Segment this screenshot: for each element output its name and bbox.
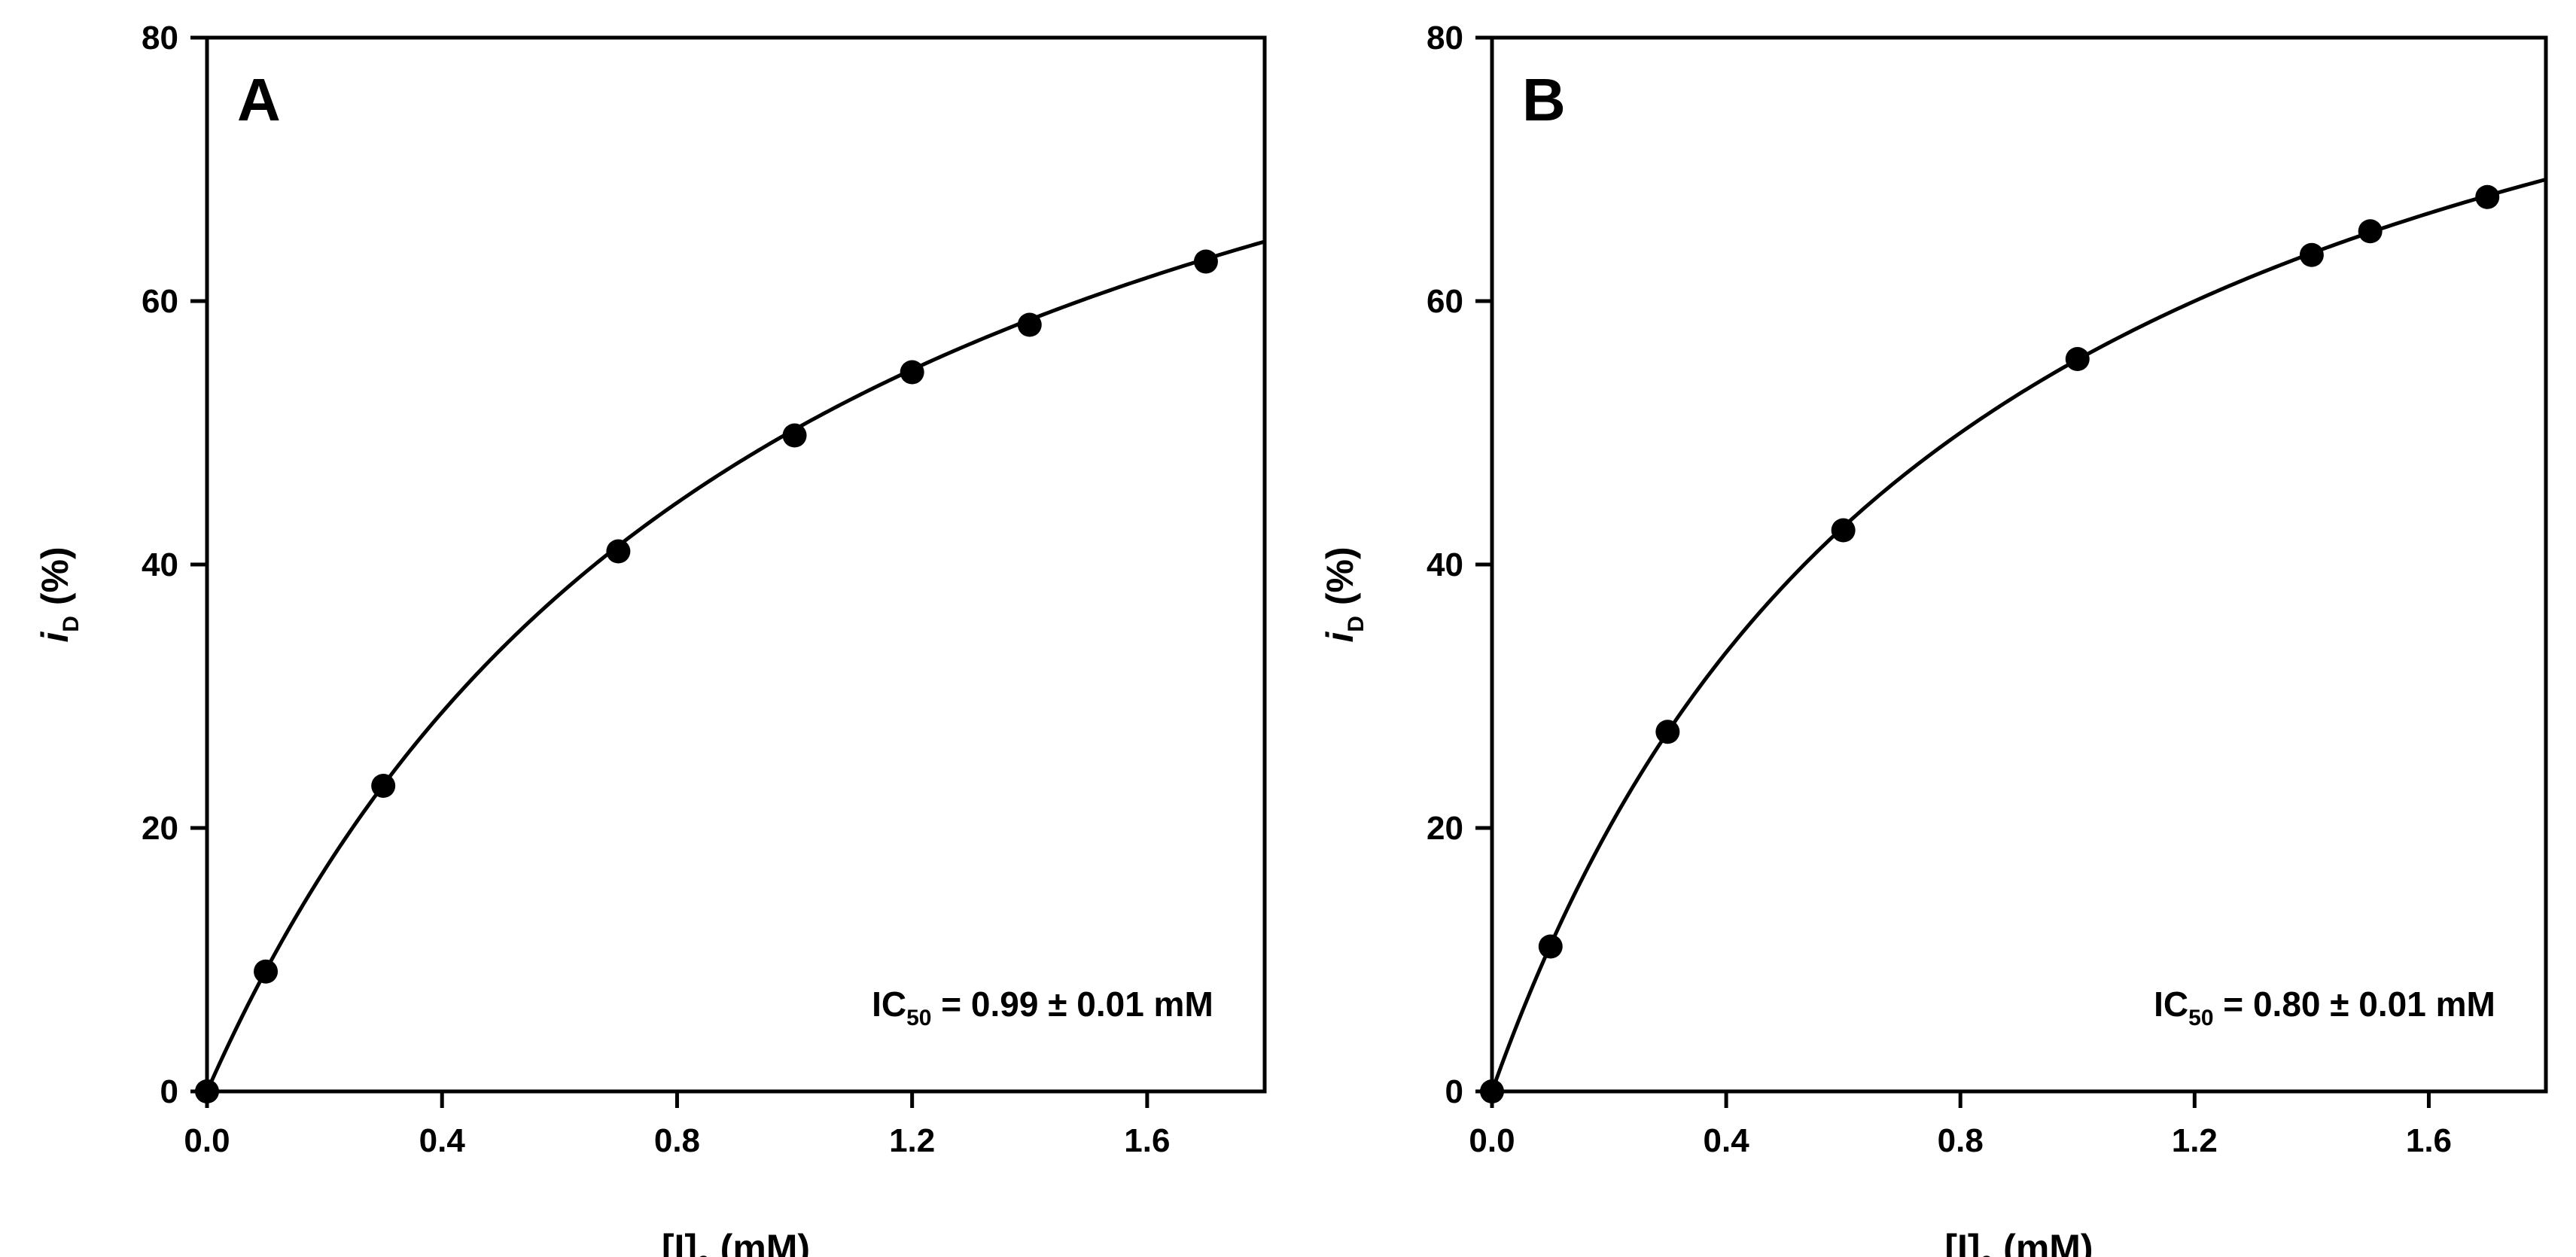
panel-b-data-point — [2358, 219, 2383, 244]
panel-b-ic50-annotation: IC50 = 0.80 ± 0.01 mM — [2154, 985, 2495, 1030]
panel-b-x-tick-label: 1.2 — [2172, 1122, 2218, 1159]
panel-a-x-tick-label: 0.0 — [184, 1122, 230, 1159]
panel-b-y-tick-label: 80 — [1427, 20, 1463, 56]
panel-a-data-point — [1193, 249, 1218, 274]
panel-a-y-tick-label: 40 — [142, 546, 178, 583]
panel-a-y-tick-label: 60 — [142, 283, 178, 320]
panel-a-x-tick-label: 0.4 — [419, 1122, 466, 1159]
panel-a: 0.0 0.4 0.8 1.2 1.6 0 20 40 60 80 A IC50 = 0.99 ± 0… — [34, 20, 1267, 1257]
panel-b-x-tick-label: 0.0 — [1469, 1122, 1515, 1159]
panel-b-y-axis-title: iD (%) — [1319, 546, 1369, 642]
panel-a-letter: A — [237, 66, 281, 133]
panel-a-y-tick-label: 20 — [142, 810, 178, 847]
panel-a-ic50-annotation: IC50 = 0.99 ± 0.01 mM — [872, 985, 1213, 1030]
panel-a-data-point — [1017, 312, 1042, 337]
panel-a-data-point — [606, 539, 631, 564]
panel-a-data-point — [900, 360, 924, 385]
panel-b-y-tick-label: 40 — [1427, 546, 1463, 583]
panel-a-plot-frame — [205, 35, 1267, 1094]
panel-b-data-point — [1538, 934, 1563, 959]
panel-a-data-point — [371, 774, 396, 798]
panel-a-fit-curve — [205, 239, 1265, 1093]
panel-a-data-point — [782, 423, 807, 448]
panel-b-y-tick-label: 60 — [1427, 283, 1463, 320]
panel-b-x-axis-title: [I]0 (mM) — [1944, 1227, 2093, 1257]
panel-b-fit-curve — [1490, 178, 2547, 1092]
panel-b-data-point — [2475, 184, 2500, 209]
panel-b-x-tick-label: 0.8 — [1938, 1122, 1984, 1159]
panel-b-data-point — [1480, 1079, 1504, 1103]
panel-b-data-point — [1831, 518, 1856, 543]
panel-a-x-axis-title: [I]0 (mM) — [662, 1227, 810, 1257]
panel-b-data-point — [2299, 242, 2324, 267]
panel-b-data-point — [2065, 347, 2090, 371]
panel-a-data-point — [254, 959, 279, 984]
panel-b-x-tick-label: 1.6 — [2406, 1122, 2452, 1159]
panel-b-x-tick-label: 0.4 — [1704, 1122, 1750, 1159]
panel-b-data-point — [1655, 720, 1680, 744]
panel-a-y-tick-label: 80 — [142, 20, 178, 56]
panel-b-plot-frame — [1490, 35, 2548, 1094]
panel-b-y-tick-label: 0 — [1445, 1073, 1463, 1110]
panel-b-letter: B — [1522, 66, 1566, 133]
panel-a-y-axis-title: iD (%) — [34, 546, 84, 642]
panel-a-y-tick-label: 0 — [160, 1073, 178, 1110]
panel-b-y-tick-label: 20 — [1427, 810, 1463, 847]
panel-a-x-tick-label: 1.6 — [1124, 1122, 1170, 1159]
panel-a-x-tick-label: 0.8 — [654, 1122, 700, 1159]
panel-b: 0.0 0.4 0.8 1.2 1.6 0 20 40 60 80 B IC50 = 0.80 ± 0… — [1319, 20, 2548, 1257]
panel-a-data-point — [195, 1079, 219, 1103]
panel-a-x-tick-label: 1.2 — [889, 1122, 935, 1159]
